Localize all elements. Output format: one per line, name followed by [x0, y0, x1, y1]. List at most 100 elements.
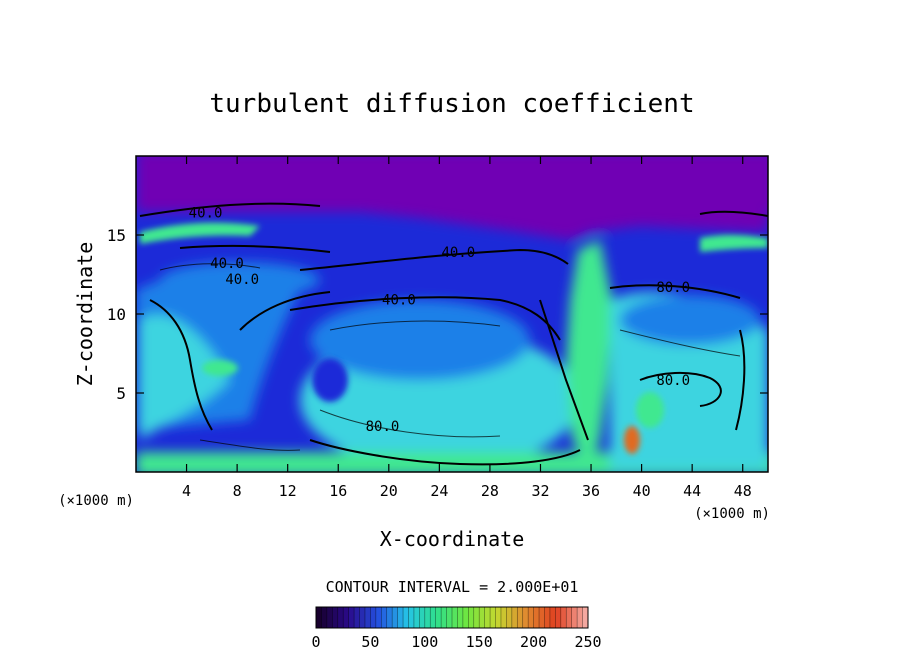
colorbar-cell: [544, 607, 551, 628]
x-tick-label: 8: [233, 482, 242, 500]
contour-labels: 40.040.040.040.040.080.080.080.0: [189, 206, 690, 435]
x-tick-label: 12: [279, 482, 297, 500]
y-axis-unit: (×1000 m): [58, 493, 134, 509]
contour-label: 40.0: [441, 245, 475, 261]
contour-line: [289, 296, 561, 341]
left-green-blob: [202, 360, 238, 376]
colorbar-cell: [533, 607, 540, 628]
colorbar-cell: [424, 607, 431, 628]
contour-lines: [139, 202, 768, 466]
x-axis-title: X-coordinate: [380, 527, 525, 551]
contour-line: [319, 409, 501, 438]
x-tick-label: 44: [683, 482, 701, 500]
colorbar-cell: [495, 607, 502, 628]
x-tick-label: 20: [380, 482, 398, 500]
colorbar-cell: [571, 607, 578, 628]
thin-contours: [159, 263, 741, 451]
contour-line: [639, 371, 722, 407]
colorbar-cell: [522, 607, 529, 628]
right-upper-mid: [620, 295, 760, 345]
colorbar-cells: [315, 607, 589, 628]
x-tick-label: 48: [734, 482, 752, 500]
x-tick-label: 36: [582, 482, 600, 500]
x-axis-unit: (×1000 m): [694, 506, 770, 522]
colorbar-cell: [364, 607, 371, 628]
contour-label: 40.0: [189, 206, 223, 222]
colorbar-cell: [582, 607, 589, 628]
anvil-band-right: [700, 234, 768, 252]
contour-line: [699, 210, 768, 217]
colorbar-cell: [566, 607, 573, 628]
colorbar-cell: [528, 607, 534, 628]
colorbar-ticks: 0 50 100 150 200 250: [311, 633, 601, 651]
colorbar-cell: [517, 607, 524, 628]
colorbar: 0 50 100 150 200 250: [311, 606, 602, 651]
contour-label: 80.0: [366, 419, 400, 435]
colorbar-cell: [500, 607, 507, 628]
colorbar-tick-label: 50: [361, 633, 379, 651]
x-tick-label: 4: [182, 482, 191, 500]
y-axis-ticks: 5 10 15: [107, 226, 768, 403]
contour-line: [239, 291, 331, 331]
colorbar-tick-label: 100: [411, 633, 438, 651]
blue-pocket: [312, 358, 348, 402]
colorbar-cell: [473, 607, 480, 628]
colorbar-cell: [441, 607, 447, 628]
colorbar-cell: [479, 607, 486, 628]
colorbar-cell: [375, 607, 382, 628]
anvil-band-left: [140, 222, 260, 244]
contour-label: 80.0: [656, 373, 690, 389]
colorbar-cell: [511, 607, 518, 628]
colorbar-cell: [435, 607, 442, 628]
chart-title: turbulent diffusion coefficient: [209, 89, 694, 119]
colorbar-cell: [484, 607, 491, 628]
colorbar-tick-label: 200: [520, 633, 547, 651]
colorbar-cell: [549, 607, 556, 628]
left-upper-mid: [160, 262, 320, 298]
colorbar-cell: [555, 607, 562, 628]
colorbar-cell: [446, 607, 453, 628]
contour-label: 40.0: [210, 256, 244, 272]
colorbar-cell: [348, 607, 355, 628]
colorbar-cell: [343, 607, 350, 628]
colorbar-tick-label: 150: [466, 633, 493, 651]
colorbar-cell: [457, 607, 464, 628]
contour-line: [609, 284, 741, 299]
colorbar-cell: [577, 607, 583, 628]
x-tick-label: 16: [329, 482, 347, 500]
colorbar-cell: [462, 607, 469, 628]
x-tick-label: 40: [633, 482, 651, 500]
circulation-inner: [310, 300, 530, 380]
heatmap-field: [136, 156, 768, 472]
colorbar-cell: [539, 607, 545, 628]
x-tick-label: 28: [481, 482, 499, 500]
contour-line: [199, 439, 301, 451]
contour-label: 40.0: [225, 272, 259, 288]
upper-strat-region: [136, 205, 768, 240]
colorbar-cell: [490, 607, 496, 628]
contour-label: 80.0: [656, 280, 690, 296]
contour-line: [329, 320, 501, 331]
colorbar-cell: [316, 607, 322, 628]
colorbar-cell: [403, 607, 409, 628]
y-axis-title: Z-coordinate: [73, 242, 97, 387]
colorbar-cell: [397, 607, 404, 628]
x-tick-label: 32: [531, 482, 549, 500]
colorbar-cell: [359, 607, 366, 628]
y-tick-label: 5: [116, 384, 126, 403]
colorbar-cell: [326, 607, 333, 628]
colorbar-cell: [370, 607, 377, 628]
colorbar-cell: [506, 607, 513, 628]
colorbar-tick-label: 0: [311, 633, 320, 651]
y-tick-label: 15: [107, 226, 126, 245]
contour-line: [179, 244, 331, 253]
colorbar-tick-label: 250: [574, 633, 601, 651]
colorbar-cell: [468, 607, 475, 628]
contour-line: [619, 329, 741, 357]
x-axis-ticks: 4 8 12 16 20 24 28 32 36 40 44 48: [182, 156, 752, 500]
colorbar-cell: [381, 607, 388, 628]
colorbar-cell: [413, 607, 420, 628]
colorbar-cell: [430, 607, 437, 628]
colorbar-cell: [419, 607, 426, 628]
